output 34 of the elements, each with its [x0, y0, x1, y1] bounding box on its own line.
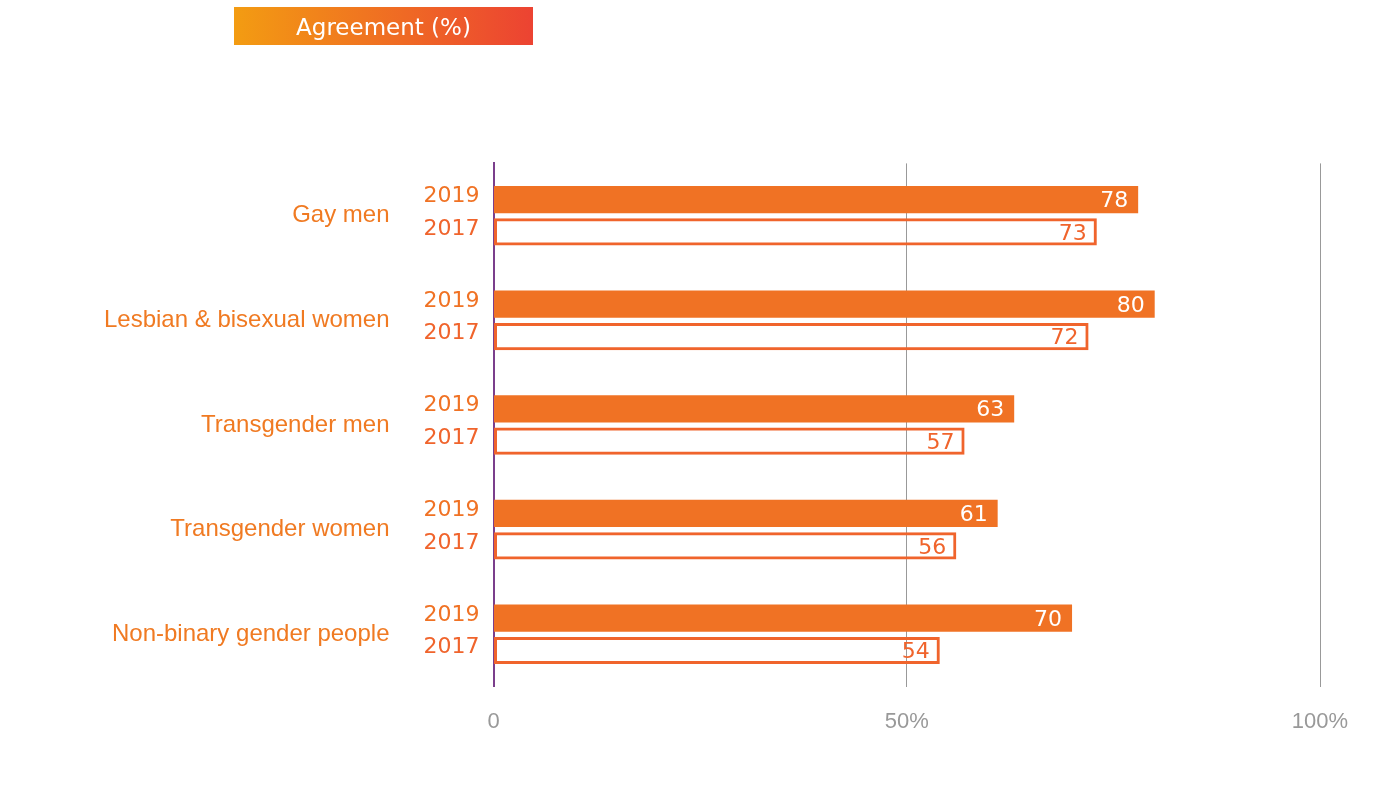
y-tick-label: Non-binary gender people	[111, 618, 390, 646]
bar	[494, 185, 1139, 214]
y-tick-label: Transgender women	[170, 514, 390, 542]
text: 2017	[423, 319, 480, 345]
bar	[494, 395, 1015, 423]
y-tick-label: Transgender men	[200, 409, 390, 437]
x-tick-label: 100%	[1291, 707, 1349, 733]
data-label: 56	[918, 533, 947, 559]
series-label: 2017	[423, 214, 480, 240]
y-tick-label: Lesbian & bisexual women	[103, 304, 390, 332]
x-tick-label: 50%	[884, 707, 929, 733]
data-label: 57	[926, 428, 955, 454]
text: 2017	[423, 423, 480, 449]
bar	[494, 290, 1155, 318]
data-label: 80	[1116, 291, 1145, 317]
bar	[494, 604, 1073, 632]
series-label: 2019	[423, 182, 480, 208]
text: 2019	[423, 600, 480, 626]
data-label: 78	[1100, 187, 1129, 213]
data-label: 73	[1058, 219, 1087, 245]
bar	[494, 499, 998, 528]
text: 2019	[423, 286, 480, 312]
data-label: 54	[901, 638, 930, 664]
data-label: 70	[1034, 605, 1063, 631]
text: 2017	[423, 633, 480, 659]
data-label: 63	[976, 396, 1005, 422]
data-label: 61	[959, 501, 988, 527]
text: 2019	[423, 496, 480, 522]
chart-title: Agreement (%)	[234, 7, 533, 45]
text: 2017	[423, 528, 480, 554]
x-tick-label: 0	[487, 707, 500, 733]
y-tick-label: Gay men	[292, 200, 390, 228]
data-label: 72	[1050, 324, 1079, 350]
text: 2019	[423, 391, 480, 417]
